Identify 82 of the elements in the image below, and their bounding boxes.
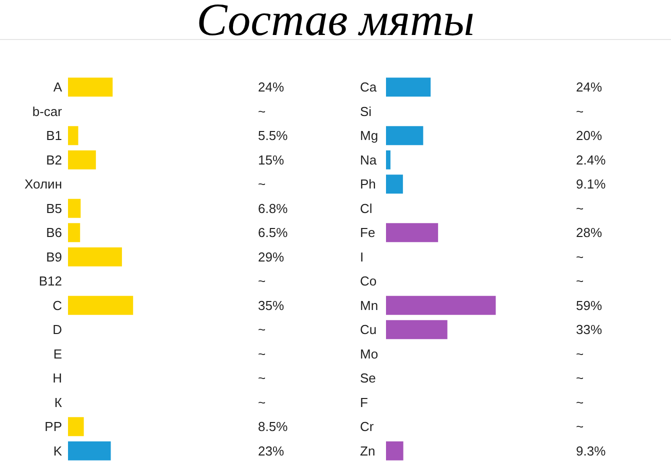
text: ~	[576, 394, 584, 410]
y-tick-label: К	[54, 394, 62, 410]
y-tick-label: Mn	[360, 298, 378, 313]
bar	[68, 150, 96, 170]
y-tick-label: B2	[46, 152, 62, 168]
data-label: 9.3%	[576, 443, 606, 458]
y-tick-label: Холин	[24, 176, 62, 192]
y-tick-label: I	[360, 249, 364, 264]
y-tick-label: B12	[38, 274, 62, 289]
y-tick-label: E	[53, 346, 62, 362]
data-label: 9.1%	[576, 176, 606, 192]
bar	[68, 126, 78, 146]
text: ~	[258, 370, 266, 386]
bar	[68, 296, 134, 315]
text: ~	[258, 274, 266, 289]
text: Состав мяты	[196, 0, 476, 47]
y-tick-label: Ca	[360, 80, 378, 95]
y-tick-label: Cr	[360, 419, 374, 434]
bar	[386, 223, 438, 242]
y-tick-label: Co	[360, 274, 377, 289]
y-tick-label: B6	[46, 225, 62, 240]
y-tick-label: Cl	[360, 200, 372, 216]
data-label: 20%	[576, 128, 602, 144]
bar	[386, 296, 496, 315]
y-tick-label: b-car	[32, 104, 63, 119]
y-tick-label: Cu	[360, 322, 377, 338]
data-label: 33%	[576, 322, 602, 338]
bar	[68, 441, 111, 460]
text: ~	[576, 370, 584, 386]
data-label: 5.5%	[258, 128, 288, 144]
y-tick-label: C	[52, 298, 62, 313]
bar	[386, 126, 424, 146]
y-tick-label: Si	[360, 104, 372, 119]
data-label: 15%	[258, 152, 284, 168]
data-label: 28%	[576, 225, 602, 240]
y-tick-label: Mg	[360, 128, 378, 144]
text: ~	[258, 394, 266, 410]
text: ~	[576, 104, 584, 119]
bar	[386, 441, 404, 460]
bar	[68, 198, 81, 218]
data-label: 24%	[576, 80, 602, 95]
y-tick-label: A	[53, 80, 62, 95]
y-tick-label: Fe	[360, 225, 376, 240]
text: ~	[258, 346, 266, 362]
bar	[386, 320, 448, 340]
bar	[386, 78, 431, 97]
y-tick-label: B9	[46, 249, 62, 264]
text: ~	[576, 274, 584, 289]
y-tick-label: Ph	[360, 176, 376, 192]
bar	[68, 247, 122, 266]
y-tick-label: Zn	[360, 443, 376, 458]
text: ~	[576, 346, 584, 362]
bar	[68, 417, 84, 436]
y-tick-label: PP	[44, 419, 62, 434]
y-tick-label: Na	[360, 152, 378, 168]
y-tick-label: B5	[46, 200, 62, 216]
text: ~	[576, 249, 584, 264]
y-tick-label: F	[360, 394, 368, 410]
data-label: 59%	[576, 298, 602, 313]
text: ~	[576, 200, 584, 216]
text: ~	[258, 176, 266, 192]
data-label: 24%	[258, 80, 284, 95]
bar	[386, 174, 403, 194]
text: ~	[258, 322, 266, 338]
bar	[68, 223, 80, 242]
data-label: 6.8%	[258, 200, 288, 216]
data-label: 8.5%	[258, 419, 288, 434]
bar	[386, 150, 390, 170]
y-tick-label: Se	[360, 370, 376, 386]
bar	[68, 78, 113, 97]
y-tick-label: B1	[46, 128, 62, 144]
data-label: 2.4%	[576, 152, 606, 168]
y-tick-label: D	[52, 322, 62, 338]
data-label: 6.5%	[258, 225, 288, 240]
text: ~	[576, 419, 584, 434]
data-label: 35%	[258, 298, 284, 313]
y-tick-label: K	[53, 443, 62, 458]
text: ~	[258, 104, 266, 119]
data-label: 29%	[258, 249, 284, 264]
y-tick-label: H	[52, 370, 62, 386]
data-label: 23%	[258, 443, 284, 458]
y-tick-label: Mo	[360, 346, 378, 362]
